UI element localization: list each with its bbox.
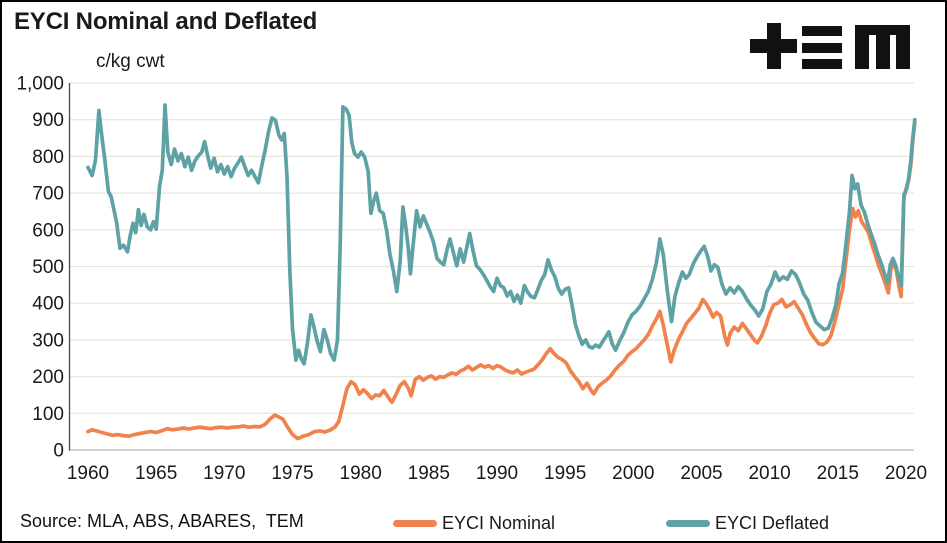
y-tick-label: 600 (32, 220, 64, 241)
x-tick-label: 2010 (748, 463, 790, 484)
x-tick-label: 2020 (885, 463, 927, 484)
y-tick-label: 800 (32, 147, 64, 168)
x-tick-label: 2005 (680, 463, 722, 484)
x-tick-label: 1985 (408, 463, 450, 484)
x-tick-label: 1980 (340, 463, 382, 484)
series-eyci-deflated (86, 103, 917, 366)
x-tick-label: 2000 (612, 463, 654, 484)
chart-title: EYCI Nominal and Deflated (14, 8, 318, 35)
y-tick-label: 400 (32, 294, 64, 315)
y-tick-label: 1,000 (16, 74, 64, 95)
legend-label-deflated: EYCI Deflated (715, 512, 830, 533)
y-tick-label: 0 (53, 441, 64, 462)
legend-item-nominal: EYCI Nominal (393, 513, 555, 533)
x-tick-label: 1990 (476, 463, 518, 484)
legend-item-deflated: EYCI Deflated (666, 513, 829, 533)
y-tick-label: 100 (32, 404, 64, 425)
logo-bars-icon (802, 43, 842, 53)
y-tick-label: 700 (32, 184, 64, 205)
y-tick-label: 500 (32, 257, 64, 278)
x-tick-label: 1970 (203, 463, 245, 484)
logo-plus-icon (766, 23, 781, 69)
tem-logo (750, 23, 910, 69)
y-tick-label: 900 (32, 110, 64, 131)
x-tick-label: 1995 (544, 463, 586, 484)
legend-label-nominal: EYCI Nominal (442, 512, 556, 533)
x-tick-label: 1960 (67, 463, 109, 484)
logo-bars-icon (802, 26, 842, 36)
logo-m-icon (896, 25, 910, 69)
x-tick-label: 1975 (271, 463, 313, 484)
x-tick-label: 1965 (135, 463, 177, 484)
source-text: Source: MLA, ABS, ABARES, TEM (20, 511, 304, 531)
y-tick-label: 300 (32, 330, 64, 351)
legend-swatch-nominal (393, 519, 437, 527)
series-eyci-nominal (86, 120, 917, 441)
y-axis-unit-label: c/kg cwt (96, 51, 165, 72)
legend-swatch-deflated (666, 519, 710, 527)
x-tick-label: 2015 (817, 463, 859, 484)
logo-m-icon (855, 25, 869, 69)
y-tick-label: 200 (32, 367, 64, 388)
logo-bars-icon (802, 59, 842, 69)
logo-m-icon (875, 25, 890, 69)
